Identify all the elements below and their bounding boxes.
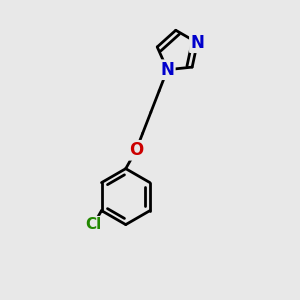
Text: Cl: Cl bbox=[85, 217, 101, 232]
Text: O: O bbox=[129, 141, 143, 159]
Text: N: N bbox=[160, 61, 174, 79]
Text: N: N bbox=[190, 34, 204, 52]
